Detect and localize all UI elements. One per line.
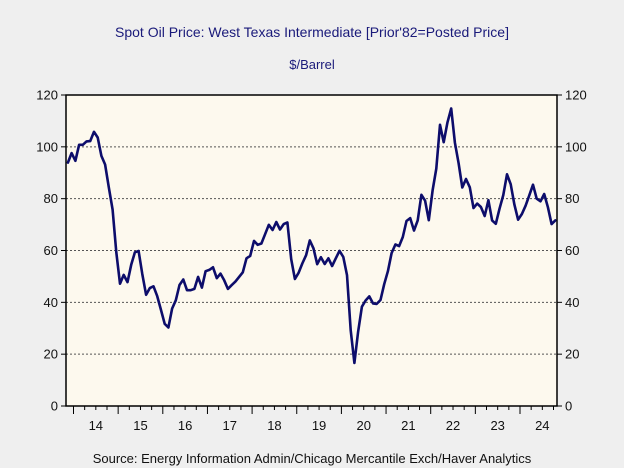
series-layer [66,107,557,365]
x-tick-label: 16 [178,418,192,433]
y-tick-label: 0 [51,399,58,414]
gridlines [66,146,557,355]
x-tick-label: 19 [312,418,326,433]
y-tick-label-right: 80 [565,191,579,206]
chart-subtitle: $/Barrel [289,57,335,72]
x-tick-label: 22 [446,418,460,433]
x-tick-label: 15 [133,418,147,433]
x-tick-label: 24 [535,418,549,433]
x-tick-label: 20 [356,418,370,433]
right-y-axis: 0 20 40 60 80 100 120 [557,88,587,414]
y-tick-label-right: 120 [565,88,587,103]
left-y-axis: 0 20 40 60 80 100 120 [36,88,66,414]
x-tick-label: 23 [490,418,504,433]
y-tick-label-right: 0 [565,399,572,414]
y-tick-label-right: 60 [565,243,579,258]
x-tick-label: 17 [223,418,237,433]
x-axis: 14 15 16 17 18 19 20 21 22 23 24 [73,406,554,433]
y-tick-label: 40 [44,295,58,310]
y-tick-label-right: 100 [565,139,587,154]
y-tick-label: 60 [44,243,58,258]
y-tick-label: 100 [36,139,58,154]
y-tick-label: 80 [44,191,58,206]
chart-title: Spot Oil Price: West Texas Intermediate … [115,24,509,40]
series-line-wti [66,107,557,365]
x-tick-label: 14 [89,418,103,433]
x-tick-label: 18 [267,418,281,433]
x-tick-label: 21 [401,418,415,433]
y-tick-label-right: 20 [565,347,579,362]
y-tick-label: 120 [36,88,58,103]
source-note: Source: Energy Information Admin/Chicago… [92,451,532,466]
y-tick-label: 20 [44,347,58,362]
y-tick-label-right: 40 [565,295,579,310]
